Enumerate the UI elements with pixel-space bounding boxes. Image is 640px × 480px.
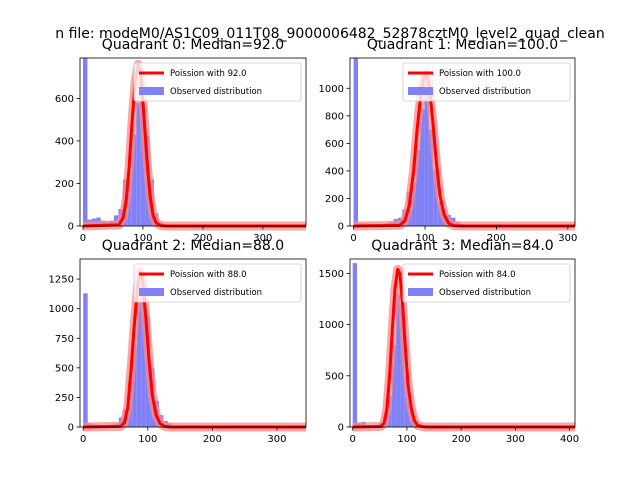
x-tick-label: 200 [487, 233, 506, 244]
x-tick-label: 200 [452, 434, 471, 445]
x-tick-label: 300 [558, 233, 577, 244]
y-tick-label: 200 [325, 194, 344, 205]
legend: Poission with 84.0 Observed distribution [402, 263, 571, 303]
legend-hist-label: Observed distribution [439, 87, 531, 97]
legend-hist-label: Observed distribution [170, 288, 262, 298]
x-tick-label: 0 [350, 233, 356, 244]
legend-fit-label: Poission with 92.0 [170, 69, 247, 79]
y-tick-label: 1000 [319, 320, 344, 331]
axes-frame [349, 57, 576, 227]
histogram-bar [132, 344, 137, 427]
subplot-title: Quadrant 2: Median=88.0 [102, 238, 284, 254]
y-tick-label: 400 [55, 136, 74, 147]
y-tick-label: 600 [55, 94, 74, 105]
y-tick-label: 0 [338, 222, 344, 233]
histogram-bar [141, 287, 146, 427]
subplot-quadrant-2: 0 100 200 300 0 250 500 750 1000 1250 Poission wit… [49, 238, 307, 445]
y-tick-label: 750 [55, 334, 74, 345]
legend-box [133, 62, 302, 102]
histogram-bar [420, 108, 425, 226]
y-tick-label: 200 [55, 179, 74, 190]
y-tick-label: 600 [325, 139, 344, 150]
y-tick-label: 400 [325, 166, 344, 177]
poisson-fit-line [352, 267, 575, 429]
legend: Poission with 92.0 Observed distribution [133, 62, 302, 102]
histogram-bar [352, 263, 358, 427]
histogram-bar [83, 293, 88, 427]
histogram-bar [428, 129, 434, 226]
figure-suptitle: n file: modeM0/AS1C09_011T08_9000006482_… [55, 26, 604, 42]
histogram-bar [136, 302, 142, 427]
x-tick-label: 200 [193, 233, 212, 244]
y-tick-label: 800 [325, 111, 344, 122]
legend-box [133, 263, 302, 303]
x-tick-label: 400 [560, 434, 579, 445]
histogram-bar [391, 345, 397, 427]
legend-box [402, 62, 571, 102]
legend-fit-label: Poission with 88.0 [170, 270, 247, 280]
histogram-bar [82, 58, 88, 226]
y-tick-label: 1500 [319, 269, 344, 280]
legend-hist-swatch [139, 288, 164, 296]
histogram-bar [433, 170, 438, 226]
subplot-grid: 0 100 200 300 0 200 400 600 Poission with 92.0 Ob… [49, 37, 580, 445]
legend: Poission with 88.0 Observed distribution [133, 263, 302, 303]
axes-frame [349, 258, 576, 428]
y-tick-label: 500 [325, 371, 344, 382]
y-tick-label: 500 [55, 363, 74, 374]
legend-fit-label: Poission with 84.0 [439, 270, 516, 280]
y-tick-label: 1000 [49, 304, 74, 315]
x-tick-label: 300 [267, 434, 286, 445]
histogram-bar [424, 95, 429, 226]
legend-hist-swatch [408, 87, 433, 95]
histogram-bar [353, 58, 358, 226]
x-tick-label: 300 [506, 434, 525, 445]
legend-hist-label: Observed distribution [439, 288, 531, 298]
y-tick-label: 0 [338, 423, 344, 434]
subplot-title: Quadrant 1: Median=100.0 [367, 37, 558, 53]
legend: Poission with 100.0 Observed distribution [402, 62, 571, 102]
legend-hist-swatch [139, 87, 164, 95]
x-tick-label: 100 [133, 233, 152, 244]
x-tick-label: 200 [203, 434, 222, 445]
legend-box [402, 263, 571, 303]
x-tick-label: 0 [350, 434, 356, 445]
subplot-title: Quadrant 0: Median=92.0 [102, 37, 284, 53]
x-tick-label: 100 [415, 233, 434, 244]
subplot-title: Quadrant 3: Median=84.0 [371, 238, 553, 254]
subplot-quadrant-3: 0 100 200 300 400 0 500 1000 1500 Poission with 8… [319, 238, 580, 445]
subplot-quadrant-0: 0 100 200 300 0 200 400 600 Poission with 92.0 Ob… [55, 37, 307, 244]
subplot-quadrant-1: 0 100 200 300 0 200 400 600 800 1000 Poission with… [319, 37, 578, 244]
y-tick-label: 250 [55, 393, 74, 404]
x-tick-label: 100 [138, 434, 157, 445]
y-tick-label: 1000 [319, 84, 344, 95]
histogram-bar [131, 134, 137, 226]
y-tick-label: 0 [68, 222, 74, 233]
y-tick-label: 1250 [49, 275, 74, 286]
x-tick-label: 300 [253, 233, 272, 244]
histogram-bar [415, 150, 420, 226]
x-tick-label: 100 [397, 434, 416, 445]
x-tick-label: 0 [80, 233, 86, 244]
y-tick-label: 0 [68, 423, 74, 434]
axes-frame [79, 258, 307, 428]
histogram-bar [396, 293, 401, 427]
legend-hist-label: Observed distribution [170, 87, 262, 97]
legend-hist-swatch [408, 288, 433, 296]
axes-frame [79, 57, 307, 227]
histogram-bar [136, 102, 141, 226]
legend-fit-label: Poission with 100.0 [439, 69, 521, 79]
x-tick-label: 0 [80, 434, 86, 445]
